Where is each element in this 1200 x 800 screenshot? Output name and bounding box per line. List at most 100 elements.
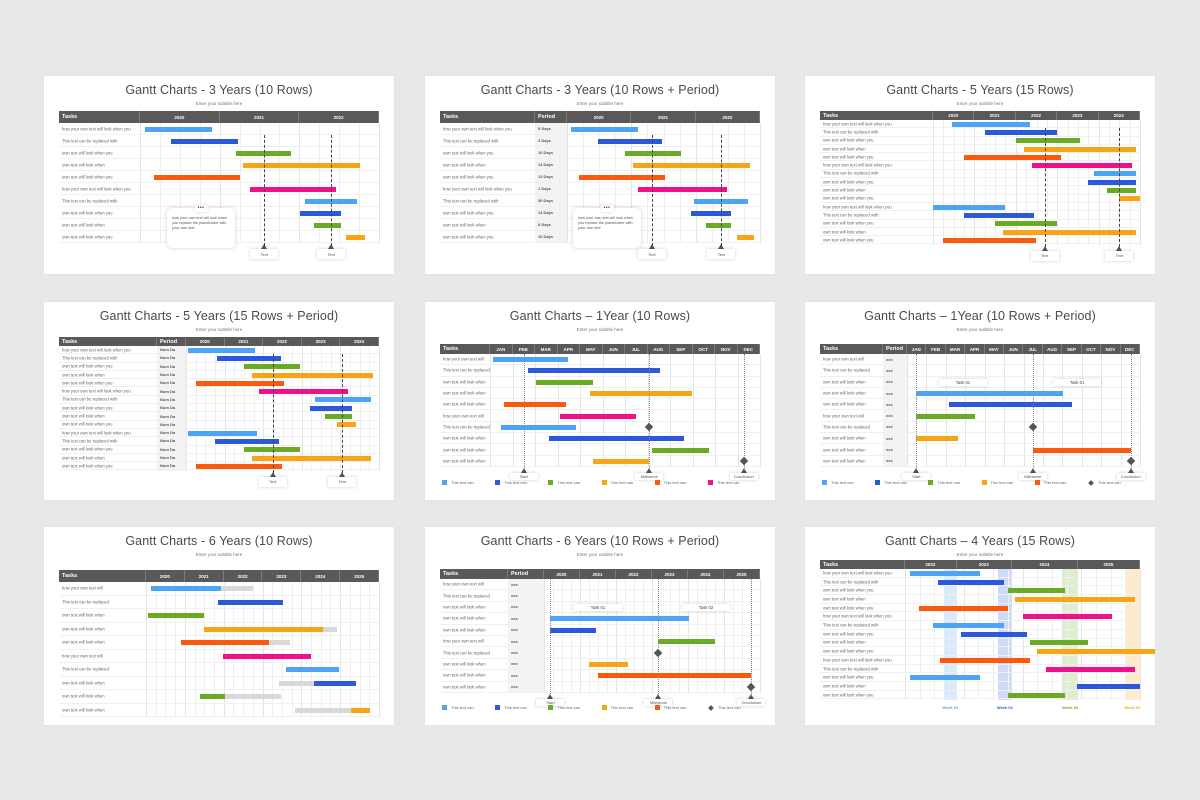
- task-bar[interactable]: [309, 405, 352, 411]
- task-bar[interactable]: [632, 162, 751, 168]
- task-row[interactable]: how your own text will: [59, 650, 379, 663]
- task-bar[interactable]: [150, 586, 221, 592]
- task-bar[interactable]: [216, 355, 281, 361]
- task-row[interactable]: This text can be replaced with Num Da: [59, 437, 379, 446]
- task-bar[interactable]: [148, 613, 205, 619]
- marker-label[interactable]: Conclusion: [737, 699, 766, 706]
- task-bar[interactable]: [560, 413, 636, 419]
- task-bar[interactable]: [937, 579, 1004, 585]
- task-row[interactable]: This text can be replaced with: [820, 621, 1140, 630]
- task-bar[interactable]: [259, 389, 349, 395]
- task-bar[interactable]: [314, 222, 341, 228]
- task-bar[interactable]: [214, 438, 279, 444]
- task-row[interactable]: own text will look when you: [820, 647, 1155, 656]
- task-row[interactable]: own text will look when xxx: [820, 388, 1140, 400]
- task-row[interactable]: own text will look when: [820, 639, 1140, 648]
- task-row[interactable]: own text will look when you: [820, 586, 1140, 596]
- task-bar[interactable]: [1032, 163, 1132, 169]
- task-bar[interactable]: [1046, 666, 1136, 672]
- task-bar[interactable]: [187, 347, 256, 353]
- task-bar[interactable]: [909, 675, 981, 681]
- task-bar[interactable]: [1088, 179, 1136, 185]
- more-dots-icon[interactable]: •••: [600, 205, 614, 212]
- task-bar[interactable]: [916, 436, 959, 442]
- task-row[interactable]: own text will look when: [820, 145, 1140, 154]
- marker-label[interactable]: Text: [250, 249, 279, 259]
- task-bar[interactable]: [1032, 447, 1131, 453]
- task-row[interactable]: own text will look when: [440, 456, 760, 467]
- task-bar[interactable]: [324, 414, 352, 420]
- task-row[interactable]: This text can be replaced with: [820, 578, 1140, 587]
- task-bar[interactable]: [1015, 596, 1136, 602]
- task-bar[interactable]: [1094, 171, 1136, 177]
- task-row[interactable]: how your own text will look when you: [820, 613, 1140, 622]
- task-row[interactable]: own text will look when you: [820, 153, 1140, 162]
- slide-s7[interactable]: Gantt Charts - 6 Years (10 Rows) Enter yo…: [44, 527, 394, 725]
- task-row[interactable]: how your own text will look when you: [820, 656, 1140, 665]
- task-row[interactable]: own text will look when xxx: [820, 444, 1140, 456]
- task-bar[interactable]: [242, 162, 360, 168]
- task-row[interactable]: own text will look when: [440, 433, 760, 445]
- task-bar[interactable]: [1008, 692, 1065, 698]
- task-row[interactable]: This text can be replaced: [59, 596, 379, 609]
- task-bar[interactable]: [1015, 138, 1080, 144]
- slide-s8[interactable]: Gantt Charts - 6 Years (10 Rows + Period…: [425, 527, 775, 725]
- task-bar[interactable]: [218, 599, 284, 605]
- task-bar[interactable]: [916, 413, 975, 419]
- task-bar[interactable]: [243, 364, 300, 370]
- task-bar[interactable]: [313, 680, 356, 686]
- task-row[interactable]: This text can be replaced: [440, 365, 760, 377]
- task-bar[interactable]: [598, 673, 752, 679]
- task-row[interactable]: how your own text will look when you: [59, 123, 379, 135]
- task-bar[interactable]: [961, 631, 1028, 637]
- task-bar[interactable]: [1076, 683, 1140, 689]
- task-row[interactable]: own text will look when: [59, 159, 379, 171]
- marker-label[interactable]: Text: [328, 476, 357, 487]
- task-row[interactable]: how your own text will look when you: [820, 203, 1140, 212]
- task-row[interactable]: This text can be replaced: [440, 422, 760, 434]
- task-bar[interactable]: [1008, 588, 1065, 594]
- task-bar[interactable]: [285, 667, 340, 673]
- slide-s6[interactable]: Gantt Charts – 1Year (10 Rows + Period) E…: [805, 302, 1155, 500]
- task-row[interactable]: This text can be replaced with: [59, 135, 379, 147]
- task-bar[interactable]: [589, 661, 629, 667]
- task-bar[interactable]: [933, 204, 1006, 210]
- task-row[interactable]: own text will look when: [440, 444, 760, 456]
- task-bar[interactable]: [984, 129, 1058, 135]
- task-row[interactable]: how your own text will look when you 1 Da…: [440, 183, 760, 195]
- task-row[interactable]: own text will look when: [59, 677, 379, 690]
- task-row[interactable]: own text will look when Num Da: [59, 371, 379, 380]
- task-bar[interactable]: [933, 623, 1004, 629]
- task-bar[interactable]: [690, 210, 732, 216]
- task-bar[interactable]: [527, 368, 661, 374]
- task-row[interactable]: own text will look when: [59, 623, 379, 636]
- task-bar[interactable]: [652, 447, 709, 453]
- task-bar[interactable]: [195, 380, 285, 386]
- task-bar[interactable]: [943, 237, 1037, 243]
- task-row[interactable]: own text will look when xxx: [440, 613, 760, 625]
- task-row[interactable]: own text will look when xxx: [820, 377, 1140, 388]
- task-row[interactable]: own text will look when xxx: [440, 625, 760, 636]
- slide-s3[interactable]: Gantt Charts - 5 Years (15 Rows) Enter yo…: [805, 76, 1155, 274]
- task-row[interactable]: own text will look when: [440, 377, 760, 388]
- task-row[interactable]: own text will look when you: [820, 673, 1140, 683]
- task-row[interactable]: own text will look when you Num Da: [59, 446, 379, 454]
- task-bar[interactable]: [995, 221, 1058, 227]
- marker-label[interactable]: Text: [707, 249, 736, 259]
- task-row[interactable]: own text will look when you: [820, 630, 1140, 639]
- task-bar[interactable]: [503, 402, 566, 408]
- task-bar[interactable]: [251, 455, 372, 461]
- task-row[interactable]: how your own text will look when you Num …: [59, 388, 379, 396]
- slide-s9[interactable]: Gantt Charts – 4 Years (15 Rows) Enter yo…: [805, 527, 1155, 725]
- task-row[interactable]: This text can be replaced with Num Da: [59, 354, 379, 363]
- task-bar[interactable]: [195, 463, 283, 469]
- task-bar[interactable]: [351, 707, 370, 713]
- task-row[interactable]: own text will look when you Num Da: [59, 421, 379, 429]
- task-row[interactable]: own text will look when xxx: [820, 433, 1140, 445]
- task-bar[interactable]: [964, 212, 1035, 218]
- task-bar[interactable]: [300, 210, 341, 216]
- task-bar[interactable]: [1119, 196, 1140, 202]
- task-row[interactable]: This text can be replaced xxx: [440, 590, 760, 602]
- marker-label[interactable]: Milestone: [1018, 473, 1047, 480]
- task-row[interactable]: own text will look when xxx: [440, 602, 760, 614]
